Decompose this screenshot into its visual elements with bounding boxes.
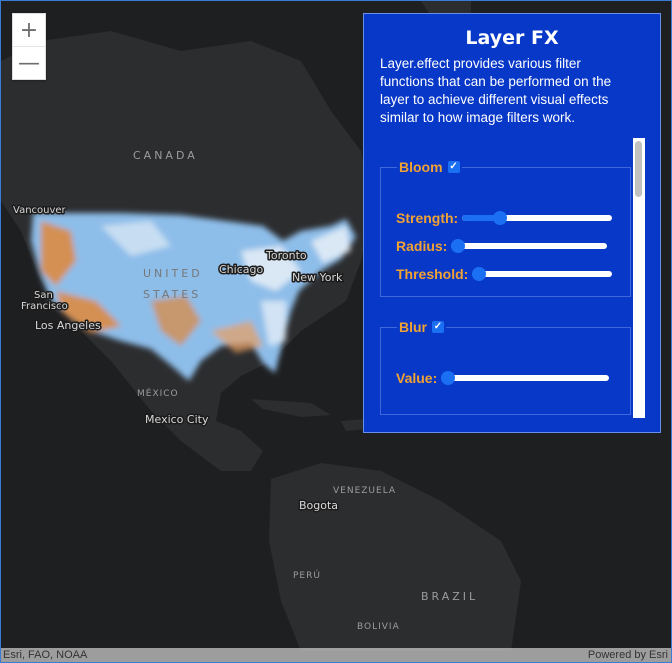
bloom-checkbox[interactable]: ✓ — [447, 161, 460, 173]
attribution-text: Esri, FAO, NOAA — [3, 649, 88, 661]
radius-slider[interactable] — [451, 239, 608, 253]
threshold-slider[interactable] — [472, 267, 613, 281]
panel-title: Layer FX — [465, 27, 559, 49]
attribution-bar: Esri, FAO, NOAA Powered by Esri — [1, 648, 671, 662]
label-bogota: Bogota — [299, 499, 338, 512]
label-francisco: Francisco — [21, 301, 68, 312]
label-united: UNITED — [143, 267, 203, 280]
panel-scrollbar[interactable] — [633, 138, 645, 418]
bloom-threshold-row: Threshold: — [396, 266, 613, 282]
land-south-america — [269, 463, 521, 651]
layer-fx-panel: Layer FX Layer.effect provides various f… — [363, 13, 661, 433]
panel-description: Layer.effect provides various filter fun… — [380, 56, 612, 125]
label-canada: CANADA — [133, 149, 198, 162]
powered-by-esri-link[interactable]: Powered by Esri — [587, 649, 668, 661]
bloom-label: Bloom — [399, 159, 443, 175]
heatmap-layer — [31, 213, 356, 381]
label-san: San — [34, 290, 53, 301]
strength-label: Strength: — [396, 210, 459, 226]
label-los-angeles: Los Angeles — [35, 319, 101, 332]
label-peru: PERÚ — [293, 569, 321, 581]
bloom-fieldset: Bloom ✓ — [380, 159, 631, 297]
label-new-york: New York — [292, 271, 343, 284]
scrollbar-thumb[interactable] — [635, 141, 642, 197]
threshold-label: Threshold: — [396, 266, 469, 282]
label-chicago: Chicago — [219, 263, 263, 276]
zoom-control: + — — [12, 13, 46, 80]
blur-value-slider[interactable] — [441, 371, 610, 385]
blur-checkbox[interactable]: ✓ — [432, 321, 444, 333]
bloom-strength-row: Strength: — [396, 210, 613, 226]
bloom-legend: Bloom ✓ — [397, 159, 462, 175]
label-states: STATES — [143, 288, 201, 301]
label-brazil: BRAZIL — [421, 590, 478, 603]
label-vancouver: Vancouver — [13, 205, 67, 216]
label-bolivia: BOLIVIA — [357, 622, 400, 632]
label-mexico: MÉXICO — [137, 387, 179, 399]
zoom-out-button[interactable]: — — [13, 46, 45, 79]
zoom-in-button[interactable]: + — [19, 17, 39, 43]
blur-value-row: Value: — [396, 370, 610, 386]
strength-slider[interactable] — [462, 211, 613, 225]
blur-value-label: Value: — [396, 370, 438, 386]
label-toronto: Toronto — [265, 249, 307, 262]
label-venezuela: VENEZUELA — [333, 486, 396, 496]
blur-label: Blur — [399, 319, 427, 335]
blur-fieldset: Blur ✓ — [380, 319, 631, 415]
label-mexico-city: Mexico City — [145, 413, 209, 426]
effects-scroll-area[interactable]: Bloom ✓ Strength: Radius: Threshold: Blu… — [380, 139, 647, 420]
radius-label: Radius: — [396, 238, 448, 254]
bloom-radius-row: Radius: — [396, 238, 608, 254]
blur-legend: Blur ✓ — [397, 319, 446, 335]
